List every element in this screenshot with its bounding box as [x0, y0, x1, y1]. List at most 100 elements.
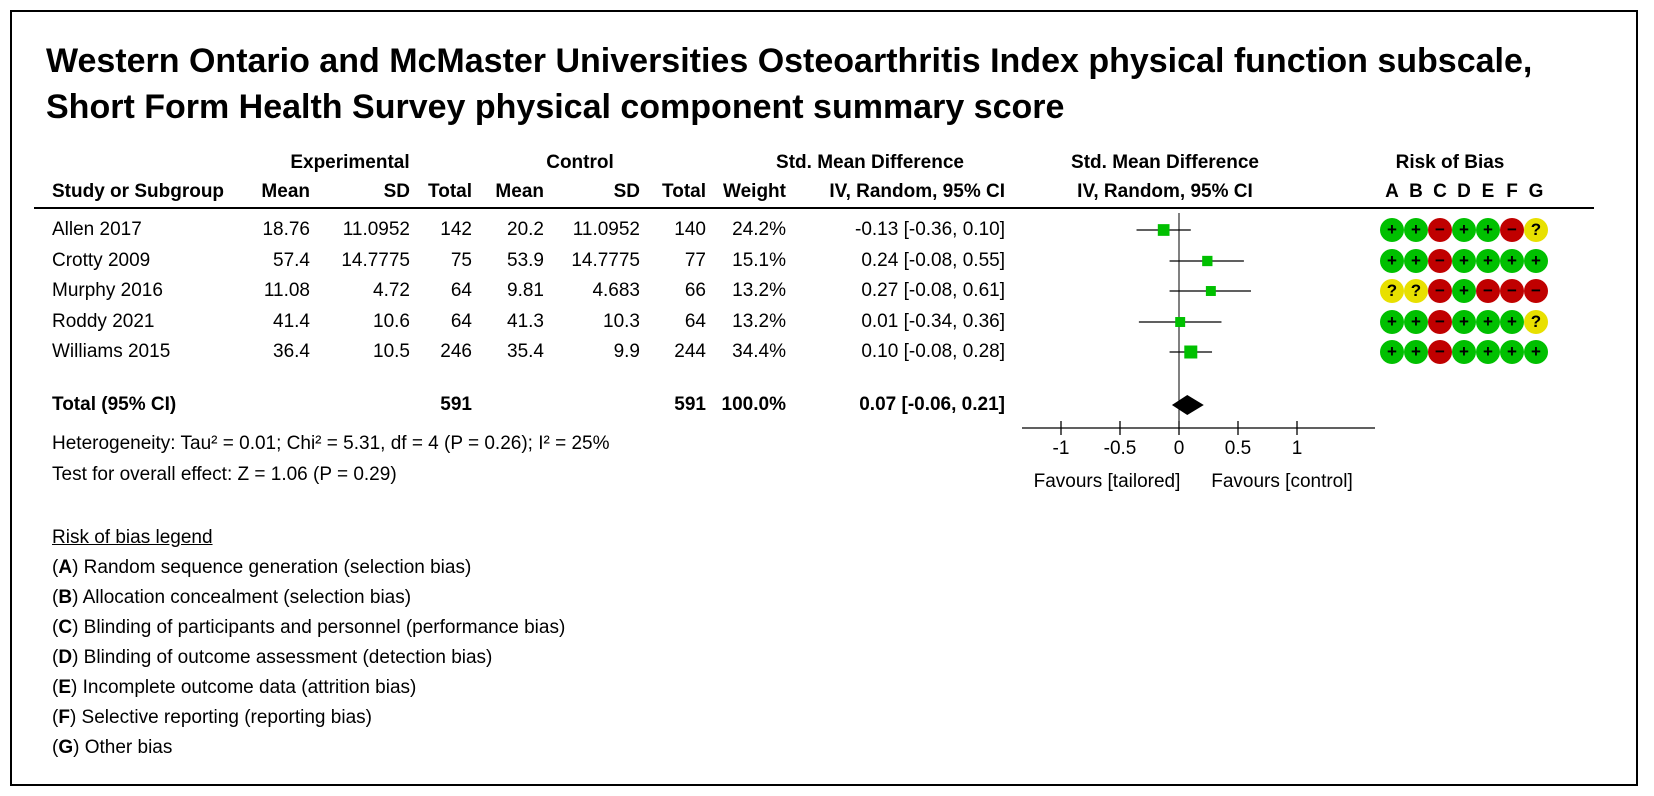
legend-item: (E) Incomplete outcome data (attrition b… — [52, 677, 417, 698]
legend-item: (F) Selective reporting (reporting bias) — [52, 707, 372, 728]
cell-sd-e: 10.5 — [373, 341, 410, 362]
cell-ci-text: -0.13 [-0.36, 0.10] — [855, 219, 1005, 240]
cell-study: Allen 2017 — [52, 219, 142, 240]
rob-dot-unclear: ? — [1524, 218, 1548, 242]
cell-weight: 24.2% — [732, 219, 786, 240]
cell-mean-e: 36.4 — [273, 341, 310, 362]
rob-letter: F — [1506, 181, 1518, 202]
rob-dot-low: + — [1476, 310, 1500, 334]
legend-text: Incomplete outcome data (attrition bias) — [82, 677, 417, 698]
legend-item: (C) Blinding of participants and personn… — [52, 617, 566, 638]
cell-sd-e: 4.72 — [373, 280, 410, 301]
legend-letter: B — [58, 587, 73, 608]
rob-dot-low: + — [1404, 340, 1428, 364]
rob-dot-low: + — [1476, 249, 1500, 273]
legend-text: Allocation concealment (selection bias) — [82, 587, 412, 608]
rob-dot-low: + — [1404, 218, 1428, 242]
cell-ci-text: 0.27 [-0.08, 0.61] — [861, 280, 1005, 301]
rob-dot-high: − — [1428, 340, 1452, 364]
rob-letter: A — [1385, 181, 1399, 202]
total-ci: 0.07 [-0.06, 0.21] — [859, 394, 1005, 415]
cell-weight: 15.1% — [732, 250, 786, 271]
rob-letter: G — [1528, 181, 1544, 202]
cell-weight: 13.2% — [732, 280, 786, 301]
cell-sd-c: 11.0952 — [572, 219, 640, 240]
cell-total-c: 64 — [684, 311, 706, 332]
rob-dot-high: − — [1476, 279, 1500, 303]
legend-letter: F — [58, 707, 70, 728]
header-rule — [34, 207, 1594, 209]
rob-dot-low: + — [1452, 218, 1476, 242]
cell-mean-c: 9.81 — [507, 280, 544, 301]
rob-dot-low: + — [1524, 340, 1548, 364]
legend-letter: E — [58, 677, 72, 698]
legend-text: Blinding of outcome assessment (detectio… — [83, 647, 493, 668]
rob-dot-low: + — [1404, 249, 1428, 273]
rob-dot-high: − — [1428, 249, 1452, 273]
legend-letter: A — [58, 557, 73, 578]
rob-dot-high: − — [1500, 279, 1524, 303]
cell-total-e: 246 — [440, 341, 472, 362]
legend-text: Blinding of participants and personnel (… — [83, 617, 566, 638]
cell-mean-e: 11.08 — [263, 280, 310, 301]
rob-dot-unclear: ? — [1404, 279, 1428, 303]
rob-dot-low: + — [1524, 249, 1548, 273]
cell-sd-c: 14.7775 — [571, 250, 640, 271]
cell-total-e: 75 — [450, 250, 472, 271]
cell-total-e: 64 — [450, 280, 472, 301]
rob-dot-low: + — [1476, 340, 1500, 364]
legend-text: Other bias — [84, 737, 173, 758]
cell-sd-c: 9.9 — [613, 341, 640, 362]
col-sd-control: SD — [613, 181, 640, 202]
rob-letter: B — [1409, 181, 1423, 202]
rob-letter: C — [1433, 181, 1447, 202]
figure-title: Western Ontario and McMaster Universitie… — [46, 42, 1533, 126]
cell-mean-c: 35.4 — [507, 341, 544, 362]
cell-mean-e: 41.4 — [273, 311, 310, 332]
cell-mean-c: 41.3 — [507, 311, 544, 332]
rob-dot-low: + — [1452, 340, 1476, 364]
cell-total-c: 244 — [674, 341, 706, 362]
cell-sd-e: 10.6 — [373, 311, 410, 332]
col-study: Study or Subgroup — [52, 181, 225, 202]
cell-ci-text: 0.10 [-0.08, 0.28] — [861, 341, 1005, 362]
cell-study: Roddy 2021 — [52, 311, 155, 332]
legend-letter: D — [58, 647, 73, 668]
legend-item: (G) Other bias — [52, 737, 173, 758]
cell-ci-text: 0.24 [-0.08, 0.55] — [861, 250, 1005, 271]
legend-item: (D) Blinding of outcome assessment (dete… — [52, 647, 493, 668]
cell-sd-c: 10.3 — [603, 311, 640, 332]
col-mean-control: Mean — [495, 181, 544, 202]
legend-item: (A) Random sequence generation (selectio… — [52, 557, 472, 578]
total-weight: 100.0% — [721, 394, 786, 415]
cell-weight: 34.4% — [732, 341, 786, 362]
rob-dot-high: − — [1500, 218, 1524, 242]
cell-total-c: 66 — [684, 280, 706, 301]
legend-text: Selective reporting (reporting bias) — [81, 707, 372, 728]
cell-study: Crotty 2009 — [52, 250, 151, 271]
cell-study: Murphy 2016 — [52, 280, 163, 301]
total-experimental: 591 — [440, 394, 472, 415]
header-experimental: Experimental — [290, 152, 410, 173]
cell-total-e: 64 — [450, 311, 472, 332]
total-control: 591 — [674, 394, 706, 415]
rob-dot-low: + — [1476, 218, 1500, 242]
header-risk-of-bias: Risk of Bias — [1395, 152, 1505, 173]
col-sd-experimental: SD — [383, 181, 410, 202]
rob-letter: E — [1481, 181, 1495, 202]
rob-dot-low: + — [1380, 218, 1404, 242]
legend-item: (B) Allocation concealment (selection bi… — [52, 587, 412, 608]
heterogeneity-text: Heterogeneity: Tau² = 0.01; Chi² = 5.31,… — [52, 433, 610, 454]
rob-dot-high: − — [1428, 279, 1452, 303]
col-total-experimental: Total — [428, 181, 472, 202]
plot-method: IV, Random, 95% CI — [1077, 181, 1253, 202]
rob-dot-low: + — [1380, 310, 1404, 334]
col-total-control: Total — [662, 181, 706, 202]
legend-letter: G — [58, 737, 74, 758]
legend-letter: C — [58, 617, 73, 638]
col-mean-experimental: Mean — [261, 181, 310, 202]
cell-mean-c: 53.9 — [507, 250, 544, 271]
cell-total-e: 142 — [440, 219, 472, 240]
rob-dot-low: + — [1500, 340, 1524, 364]
cell-mean-e: 18.76 — [262, 219, 310, 240]
